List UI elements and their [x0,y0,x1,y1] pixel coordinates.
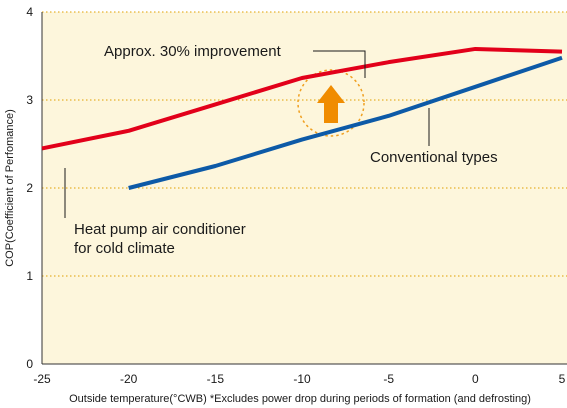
series [41,46,563,190]
plot-background [42,12,567,364]
x-tick-label: -5 [383,372,394,386]
tick-labels: 0 1 2 3 4 -25 -20 -15 -10 -5 0 5 [26,5,565,386]
up-arrow-icon [317,85,345,123]
grid-lines [42,11,567,277]
y-tick-label: 4 [26,5,33,19]
heatpump-series-line [41,46,563,151]
y-tick-label: 0 [26,357,33,371]
conventional-annotation: Conventional types [370,149,498,166]
x-tick-label: -20 [120,372,138,386]
y-tick-label: 1 [26,269,33,283]
x-axis-title: Outside temperature(°CWB) *Excludes powe… [69,393,531,405]
heatpump-annotation-line1: Heat pump air conditioner [74,221,246,238]
conventional-series-line [128,55,563,190]
y-axis-title: COP(Coefficient of Perfomance) [4,109,16,267]
improvement-leader-line [313,50,366,78]
y-tick-label: 2 [26,181,33,195]
axes [41,12,567,365]
improvement-annotation: Approx. 30% improvement [104,43,282,60]
heatpump-annotation-line2: for cold climate [74,240,175,257]
x-tick-label: 0 [472,372,479,386]
x-tick-label: -15 [207,372,225,386]
x-tick-label: 5 [559,372,566,386]
x-tick-label: -25 [33,372,51,386]
x-tick-label: -10 [293,372,311,386]
improvement-highlight-circle [297,69,365,137]
y-tick-label: 3 [26,93,33,107]
